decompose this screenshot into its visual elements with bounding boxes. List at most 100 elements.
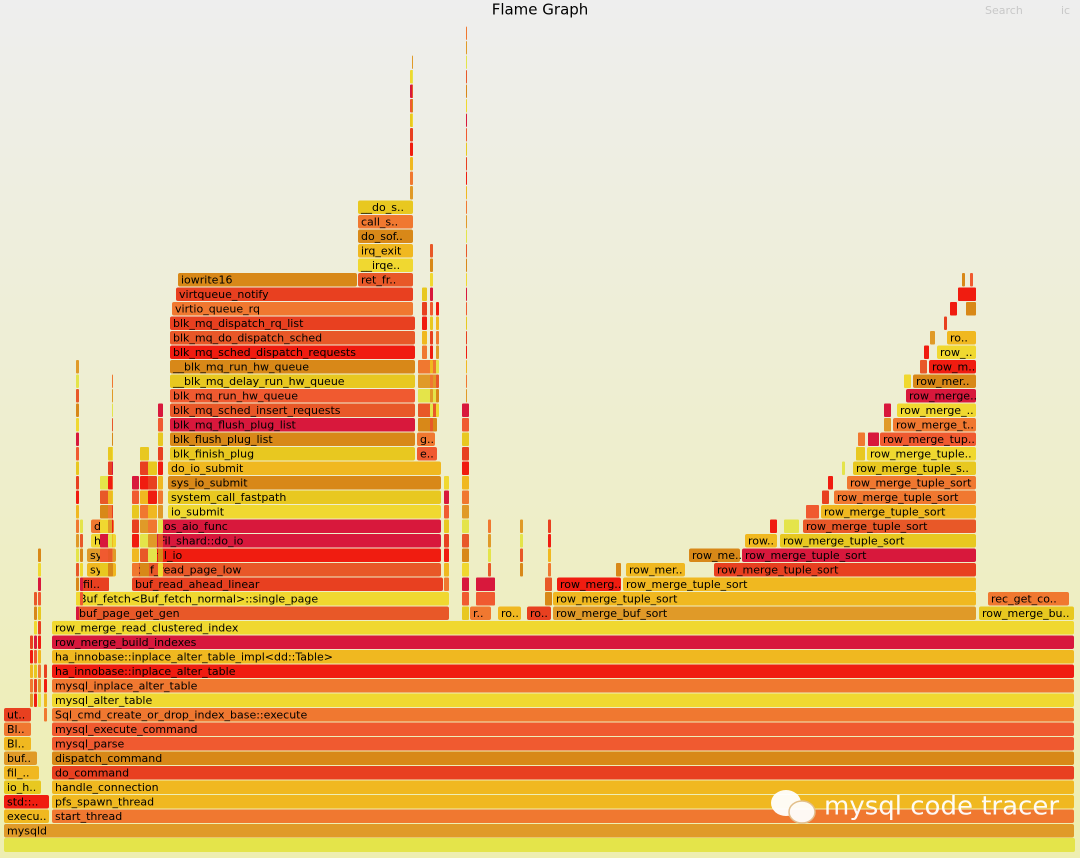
frame[interactable] <box>76 606 449 621</box>
frame[interactable] <box>154 548 441 563</box>
frame[interactable] <box>462 534 469 548</box>
frame[interactable] <box>178 273 357 287</box>
frame[interactable] <box>548 519 551 534</box>
frame-label[interactable]: io_submit <box>171 506 225 519</box>
frame[interactable] <box>418 389 437 403</box>
frame[interactable] <box>444 490 449 505</box>
frame[interactable] <box>430 389 433 403</box>
frame-label[interactable]: row_merge_read_clustered_index <box>55 622 239 635</box>
frame[interactable] <box>100 534 109 548</box>
frame-label[interactable]: do_io_submit <box>171 462 244 475</box>
frame[interactable] <box>140 476 149 490</box>
frame[interactable] <box>4 795 49 809</box>
frame[interactable] <box>436 403 439 418</box>
frame[interactable] <box>112 490 113 505</box>
frame[interactable] <box>422 331 427 345</box>
frame-label[interactable]: row_mer.. <box>916 375 970 388</box>
frame[interactable] <box>466 84 467 99</box>
frame[interactable] <box>158 548 163 563</box>
frame[interactable] <box>970 273 973 287</box>
frame[interactable] <box>30 635 33 650</box>
frame[interactable] <box>950 302 957 316</box>
search-button[interactable]: Search <box>985 4 1023 17</box>
frame-label[interactable]: blk_finish_plug <box>173 448 254 461</box>
frame[interactable] <box>780 534 976 548</box>
frame[interactable] <box>966 302 976 316</box>
frame[interactable] <box>548 563 551 577</box>
frame[interactable] <box>462 577 469 592</box>
frame[interactable] <box>462 476 469 490</box>
frame-label[interactable]: row_me.. <box>692 549 742 562</box>
frame[interactable] <box>140 563 149 577</box>
frame[interactable] <box>904 374 911 389</box>
frame[interactable] <box>76 403 79 418</box>
frame[interactable] <box>466 331 467 345</box>
frame[interactable] <box>417 432 435 447</box>
frame[interactable] <box>462 432 469 447</box>
frame[interactable] <box>108 563 113 577</box>
frame[interactable] <box>430 403 433 418</box>
frame[interactable] <box>466 186 467 200</box>
frame-label[interactable]: r.. <box>473 607 484 620</box>
frame-label[interactable]: row_merge_build_indexes <box>55 636 197 649</box>
frame[interactable] <box>112 447 113 461</box>
frame[interactable] <box>30 650 33 664</box>
frame[interactable] <box>158 418 163 432</box>
frame[interactable] <box>148 476 157 490</box>
frame-label[interactable]: __blk_mq_delay_run_hw_queue <box>172 375 345 388</box>
frame[interactable] <box>806 505 819 519</box>
frame[interactable] <box>929 360 976 374</box>
frame[interactable] <box>417 447 437 461</box>
frame[interactable] <box>170 389 415 403</box>
frame[interactable] <box>422 302 427 316</box>
frame-label[interactable]: row_merge_bu.. <box>982 607 1070 620</box>
frame[interactable] <box>80 577 103 592</box>
frame[interactable] <box>76 592 79 606</box>
frame[interactable] <box>520 563 523 577</box>
frame[interactable] <box>34 606 37 621</box>
frame[interactable] <box>148 461 157 476</box>
frame[interactable] <box>158 534 163 548</box>
frame[interactable] <box>430 418 433 432</box>
frame-label[interactable]: ha_innobase::inplace_alter_table <box>55 665 236 678</box>
frame[interactable] <box>444 563 449 577</box>
frame[interactable] <box>466 41 467 55</box>
frame[interactable] <box>76 461 79 476</box>
frame[interactable] <box>410 186 413 200</box>
frame[interactable] <box>38 664 41 679</box>
frame-label[interactable]: blk_mq_do_dispatch_sched <box>173 332 322 345</box>
frame-label[interactable]: Bl.. <box>7 738 25 751</box>
frame[interactable] <box>76 534 79 548</box>
frame-label[interactable]: mysql_execute_command <box>55 723 198 736</box>
frame-label[interactable]: ro.. <box>950 332 968 345</box>
frame[interactable] <box>140 490 149 505</box>
frame-label[interactable]: __do_s.. <box>360 201 404 214</box>
root-frame[interactable] <box>4 838 1075 852</box>
frame-label[interactable]: blk_mq_run_hw_queue <box>173 390 298 403</box>
frame[interactable] <box>76 490 79 505</box>
frame[interactable] <box>52 693 1074 708</box>
frame[interactable] <box>553 606 976 621</box>
frame[interactable] <box>466 99 467 113</box>
frame[interactable] <box>430 258 433 273</box>
frame[interactable] <box>466 157 467 171</box>
frame[interactable] <box>34 621 37 635</box>
frame[interactable] <box>520 548 523 563</box>
frame[interactable] <box>410 171 413 186</box>
frame[interactable] <box>148 519 157 534</box>
frame[interactable] <box>436 331 439 345</box>
frame[interactable] <box>168 505 441 519</box>
frame-label[interactable]: row_merge_tuple_sort <box>626 578 748 591</box>
frame[interactable] <box>76 360 79 374</box>
frame[interactable] <box>76 577 79 592</box>
frame-label[interactable]: mysql_parse <box>55 738 124 751</box>
frame[interactable] <box>626 563 685 577</box>
frame[interactable] <box>466 302 467 316</box>
frame[interactable] <box>132 490 139 505</box>
frame[interactable] <box>76 476 79 490</box>
frame[interactable] <box>38 693 41 708</box>
frame[interactable] <box>132 548 139 563</box>
frame[interactable] <box>988 592 1069 606</box>
frame[interactable] <box>937 345 976 360</box>
frame[interactable] <box>410 128 413 142</box>
